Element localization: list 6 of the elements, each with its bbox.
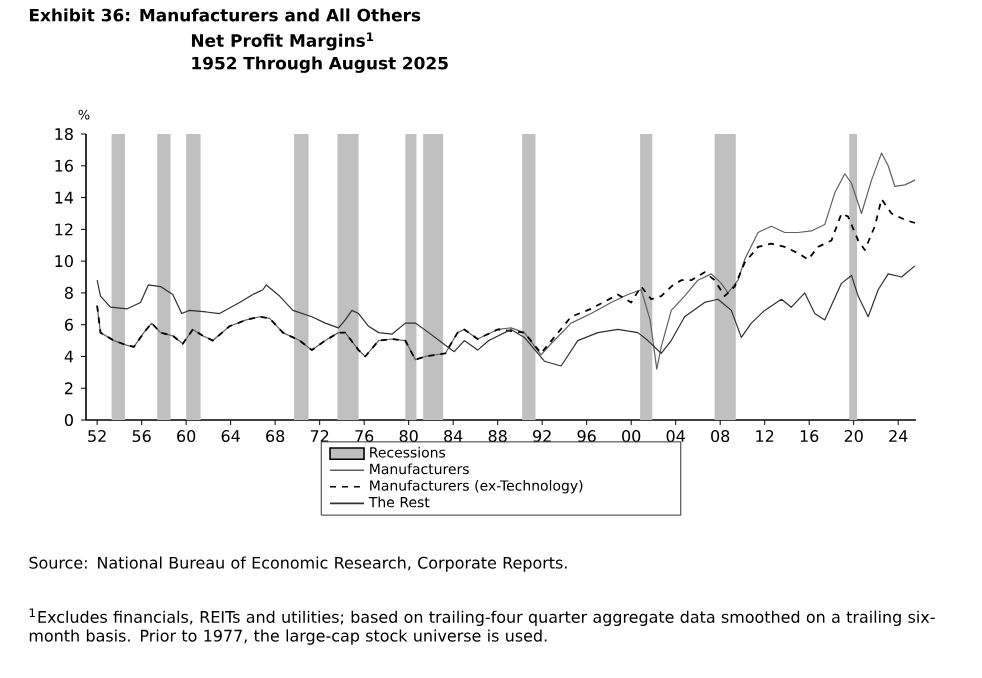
line-series <box>96 265 916 367</box>
chart-title: Exhibit 36: Manufacturers and All Others <box>29 8 421 22</box>
text: 1952 Through August 2025 <box>192 56 448 73</box>
line-series <box>96 152 916 370</box>
line-series <box>96 198 916 361</box>
chart-subtitle: Net Profit Margins$^{1}$ <box>191 32 374 51</box>
